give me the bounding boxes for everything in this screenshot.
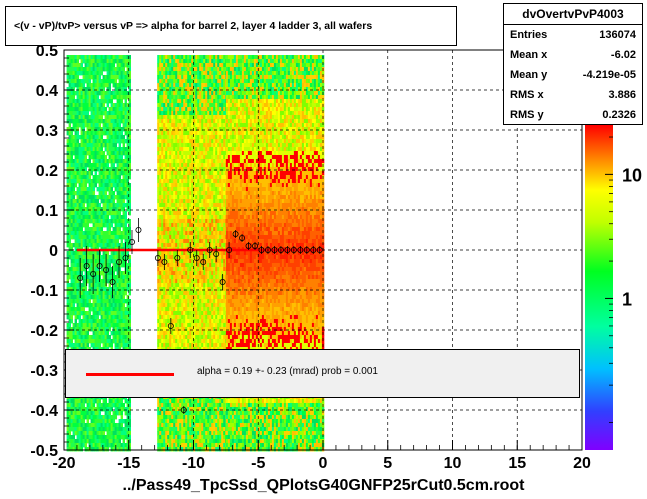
profile-point <box>264 246 271 254</box>
profile-point <box>128 230 135 254</box>
fit-legend: alpha = 0.19 +- 0.23 (mrad) prob = 0.001 <box>65 349 580 398</box>
y-tick-label: 0.4 <box>36 83 58 100</box>
plot-title-text: <(v - vP)/tvP> versus vP => alpha for ba… <box>14 20 373 32</box>
y-tick-label: 0.5 <box>36 43 58 60</box>
x-tick-label: -20 <box>52 455 75 472</box>
profile-point <box>187 242 194 258</box>
y-tick-label: -0.1 <box>30 283 58 300</box>
colorbar-tick-label: 10 <box>622 165 642 185</box>
x-tick-label: 10 <box>444 455 462 472</box>
y-tick-label: -0.2 <box>30 323 58 340</box>
profile-point <box>290 246 297 254</box>
stats-label: RMS y <box>510 109 544 121</box>
colorbar-tick-label: 1 <box>622 289 632 309</box>
y-tick-label: 0.1 <box>36 203 58 220</box>
stats-value: 136074 <box>599 29 636 41</box>
profile-point <box>167 318 174 334</box>
profile-point <box>271 246 278 254</box>
profile-point <box>90 254 97 294</box>
profile-point <box>116 246 123 278</box>
legend-text: alpha = 0.19 +- 0.23 (mrad) prob = 0.001 <box>197 366 378 377</box>
legend-line-sample <box>86 373 174 376</box>
y-tick-label: 0.3 <box>36 123 58 140</box>
profile-point <box>154 250 161 266</box>
profile-point <box>316 246 323 254</box>
plot-title: <(v - vP)/tvP> versus vP => alpha for ba… <box>5 6 457 46</box>
stats-row: Mean x -6.02 <box>504 45 642 65</box>
stats-value: 3.886 <box>608 89 636 101</box>
colorbar-axis: 1 10 <box>605 136 642 423</box>
y-tick-label: -0.3 <box>30 363 58 380</box>
y-tick-label: -0.4 <box>30 403 58 420</box>
profile-point <box>303 246 310 254</box>
stats-value: 0.2326 <box>602 109 636 121</box>
profile-point <box>193 250 200 266</box>
profile-point <box>103 254 110 286</box>
profile-point <box>239 234 246 242</box>
x-tick-label: -5 <box>251 455 265 472</box>
profile-points <box>77 218 323 414</box>
profile-point <box>109 266 116 298</box>
x-tick-label: 5 <box>383 455 392 472</box>
x-axis-title: ../Pass49_TpcSsd_QPlotsG40GNFP25rCut0.5c… <box>122 477 525 494</box>
y-tick-label: -0.5 <box>30 443 58 460</box>
profile-point <box>96 250 103 282</box>
stats-box: dvOvertvPvP4003 Entries 136074 Mean x -6… <box>503 3 643 125</box>
y-tick-label: 0 <box>49 243 58 260</box>
y-tick-label: 0.2 <box>36 163 58 180</box>
stats-value: -6.02 <box>610 49 636 61</box>
profile-point <box>297 246 304 254</box>
profile-point <box>77 258 84 298</box>
stats-name: dvOvertvPvP4003 <box>504 4 642 25</box>
x-tick-label: -15 <box>117 455 140 472</box>
profile-point <box>219 274 226 290</box>
x-tick-label: 15 <box>508 455 526 472</box>
x-tick-label: -10 <box>182 455 205 472</box>
profile-point <box>122 242 129 274</box>
stats-row: Entries 136074 <box>504 25 642 45</box>
profile-point <box>252 242 259 250</box>
x-tick-label: 0 <box>319 455 328 472</box>
profile-point <box>83 246 90 286</box>
profile-point <box>161 254 168 270</box>
stats-label: RMS x <box>510 89 544 101</box>
profile-point <box>310 246 317 254</box>
colorbar <box>585 125 613 450</box>
profile-point <box>277 246 284 254</box>
profile-point <box>200 254 207 270</box>
profile-point <box>226 242 233 258</box>
profile-point <box>232 230 239 238</box>
profile-point <box>180 406 187 414</box>
stats-label: Entries <box>510 29 548 41</box>
profile-point <box>135 218 142 242</box>
profile-point <box>213 246 220 262</box>
profile-point <box>258 246 265 254</box>
stats-label: Mean y <box>510 69 548 81</box>
stats-value: -4.219e-05 <box>582 69 636 81</box>
stats-row: RMS x 3.886 <box>504 85 642 105</box>
profile-point <box>174 250 181 266</box>
x-tick-label: 20 <box>573 455 591 472</box>
stats-row: RMS y 0.2326 <box>504 105 642 125</box>
stats-label: Mean x <box>510 49 548 61</box>
x-axis: -20 -15 -10 -5 0 5 10 15 20 <box>52 440 591 472</box>
profile-point <box>284 246 291 254</box>
y-axis: -0.5 -0.4 -0.3 -0.2 -0.1 0 0.1 0.2 0.3 0.4 0.5 <box>30 43 74 460</box>
profile-point <box>245 242 252 250</box>
profile-point <box>206 242 213 258</box>
stats-row: Mean y -4.219e-05 <box>504 65 642 85</box>
